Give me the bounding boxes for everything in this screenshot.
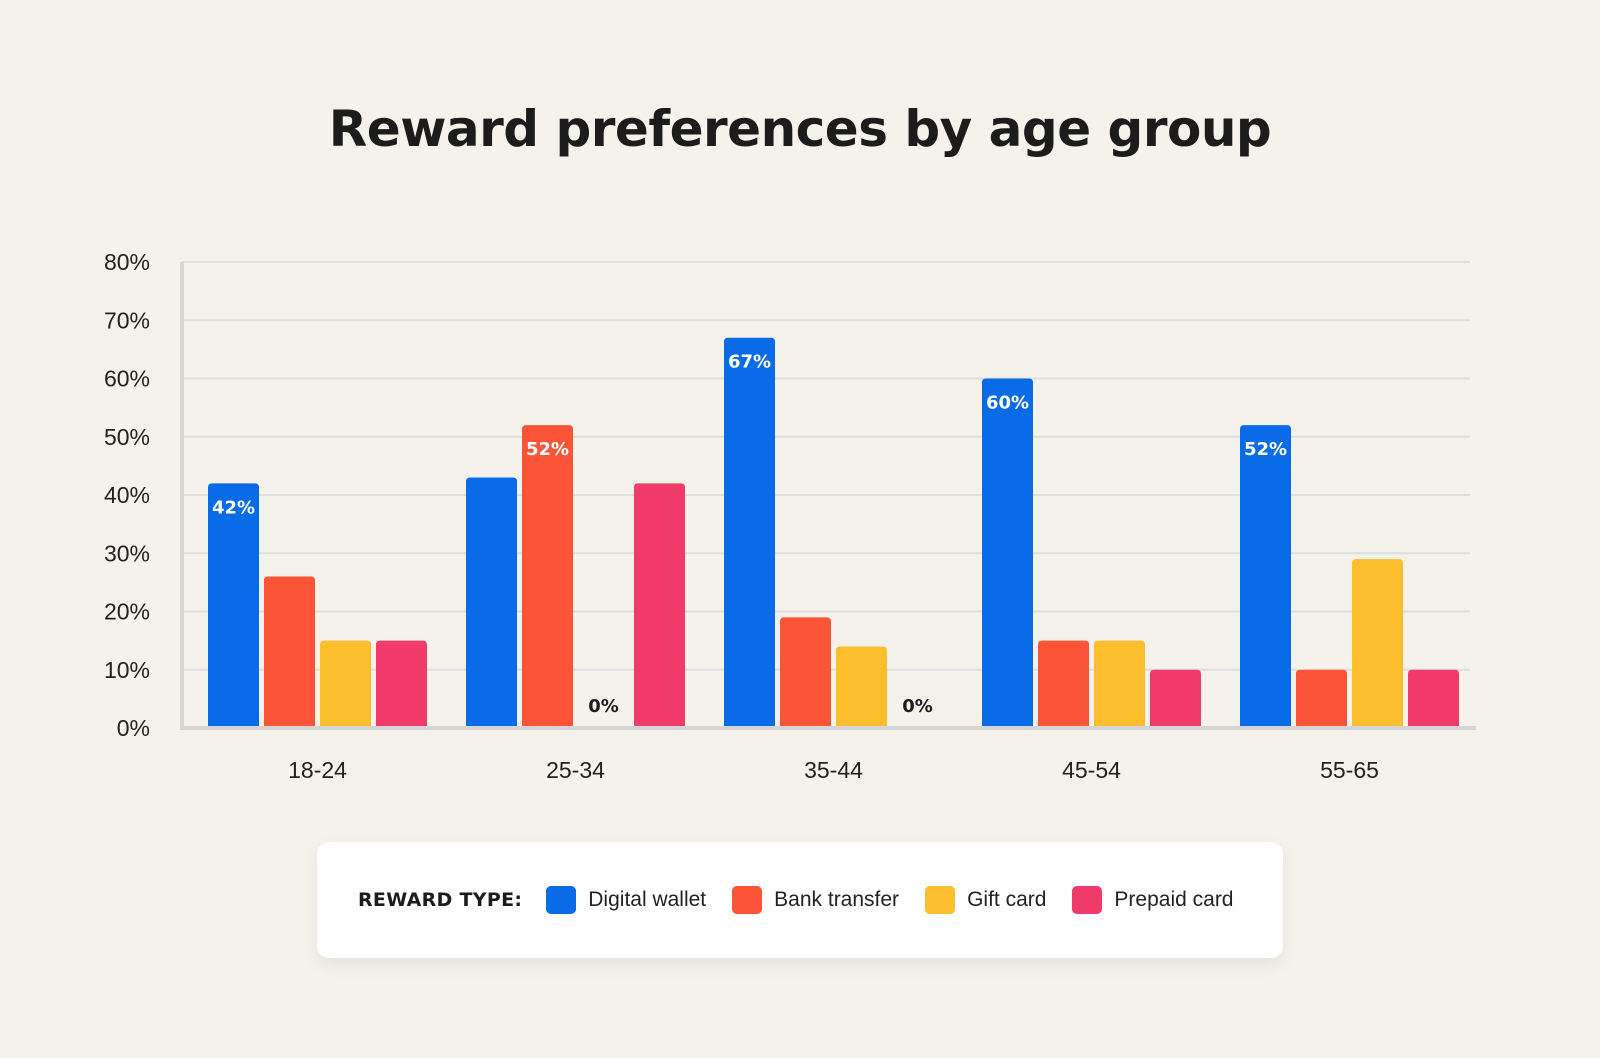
data-label: 0% bbox=[588, 696, 619, 717]
y-tick-label: 10% bbox=[104, 657, 150, 683]
bars bbox=[208, 337, 1459, 728]
bar-gift-card-45-54 bbox=[1094, 640, 1145, 728]
legend-item: Prepaid card bbox=[1072, 886, 1234, 914]
x-category-label: 18-24 bbox=[288, 757, 347, 783]
x-category-label: 45-54 bbox=[1062, 757, 1121, 783]
x-category-label: 35-44 bbox=[804, 757, 863, 783]
y-tick-label: 30% bbox=[104, 540, 150, 566]
bar-bank-transfer-18-24 bbox=[264, 576, 315, 728]
y-tick-label: 40% bbox=[104, 482, 150, 508]
legend-label: Digital wallet bbox=[588, 888, 707, 911]
y-axis-ticks: 0% 10% 20% 30% 40% 50% 60% 70% 80% bbox=[104, 249, 150, 741]
bar-prepaid-card-25-34 bbox=[634, 483, 685, 728]
bar-chart: 0% 10% 20% 30% 40% 50% 60% 70% 80% 42% 52% 0% 67% 0%… bbox=[104, 249, 1476, 783]
bar-digital-wallet-35-44 bbox=[724, 337, 775, 728]
y-tick-label: 60% bbox=[104, 366, 150, 392]
bar-gift-card-18-24 bbox=[320, 640, 371, 728]
chart-title: Reward preferences by age group bbox=[328, 100, 1272, 158]
bar-digital-wallet-45-54 bbox=[982, 378, 1033, 728]
legend-swatch bbox=[732, 886, 763, 914]
x-category-label: 55-65 bbox=[1320, 757, 1379, 783]
y-tick-label: 70% bbox=[104, 307, 150, 333]
legend-item: Bank transfer bbox=[732, 886, 899, 914]
y-tick-label: 20% bbox=[104, 599, 150, 625]
legend-swatch bbox=[925, 886, 956, 914]
legend-label: Bank transfer bbox=[774, 888, 900, 911]
bar-bank-transfer-35-44 bbox=[780, 617, 831, 728]
bar-prepaid-card-18-24 bbox=[376, 640, 427, 728]
legend-item: Gift card bbox=[925, 886, 1046, 914]
data-label: 0% bbox=[902, 696, 933, 717]
legend-heading: REWARD TYPE: bbox=[358, 889, 523, 911]
bar-prepaid-card-45-54 bbox=[1150, 669, 1201, 728]
legend-swatch bbox=[1072, 886, 1103, 914]
bar-gift-card-55-65 bbox=[1352, 559, 1403, 728]
bar-digital-wallet-55-65 bbox=[1240, 425, 1291, 728]
bar-prepaid-card-55-65 bbox=[1408, 669, 1459, 728]
data-label: 67% bbox=[728, 352, 771, 373]
bar-gift-card-35-44 bbox=[836, 646, 887, 728]
x-axis-categories: 18-24 25-34 35-44 45-54 55-65 bbox=[288, 757, 1379, 783]
bar-bank-transfer-55-65 bbox=[1296, 669, 1347, 728]
x-category-label: 25-34 bbox=[546, 757, 605, 783]
legend-label: Gift card bbox=[967, 888, 1047, 911]
bar-bank-transfer-25-34 bbox=[522, 425, 573, 728]
data-label: 60% bbox=[986, 393, 1029, 414]
bar-digital-wallet-18-24 bbox=[208, 483, 259, 728]
legend-label: Prepaid card bbox=[1114, 888, 1234, 911]
bar-bank-transfer-45-54 bbox=[1038, 640, 1089, 728]
legend-item: Digital wallet bbox=[546, 886, 706, 914]
data-label: 42% bbox=[212, 497, 255, 518]
y-tick-label: 80% bbox=[104, 249, 150, 275]
legend: REWARD TYPE: Digital wallet Bank transfer… bbox=[317, 842, 1283, 958]
y-tick-label: 0% bbox=[117, 715, 150, 741]
data-label: 52% bbox=[1244, 439, 1287, 460]
bar-digital-wallet-25-34 bbox=[466, 477, 517, 728]
legend-swatch bbox=[546, 886, 577, 914]
data-labels: 42% 52% 0% 67% 0% 60% 52% bbox=[212, 352, 1287, 717]
data-label: 52% bbox=[526, 439, 569, 460]
y-tick-label: 50% bbox=[104, 424, 150, 450]
